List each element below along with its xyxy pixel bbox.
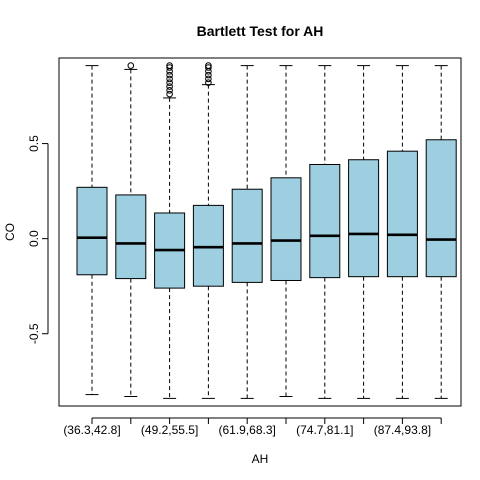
outlier-point bbox=[127, 62, 135, 69]
x-tick-label: (49.2,55.5] bbox=[141, 423, 198, 437]
plot-frame bbox=[58, 57, 462, 407]
outlier-point bbox=[205, 71, 212, 79]
chart-title: Bartlett Test for AH bbox=[197, 23, 324, 39]
outlier-point bbox=[166, 64, 173, 71]
outlier-point bbox=[166, 90, 173, 98]
box-iqr bbox=[192, 204, 224, 287]
box-1 bbox=[76, 65, 108, 396]
y-axis: -0.5 0.0 0.5 bbox=[27, 135, 49, 344]
outlier-point bbox=[166, 87, 173, 94]
box-7 bbox=[309, 65, 341, 399]
box-6 bbox=[270, 65, 302, 397]
box-9 bbox=[386, 65, 418, 399]
outlier-point bbox=[166, 79, 173, 87]
x-axis-label: AH bbox=[252, 452, 269, 466]
box-iqr bbox=[348, 159, 380, 278]
y-tick-label: 0.5 bbox=[27, 135, 41, 152]
box-iqr bbox=[386, 150, 418, 278]
x-tick-label: (36.3,42.8] bbox=[63, 423, 120, 437]
x-tick-label: (87.4,93.8] bbox=[374, 423, 431, 437]
box-iqr bbox=[425, 139, 457, 278]
box-iqr bbox=[231, 188, 263, 283]
box-3 bbox=[154, 62, 186, 399]
y-tick-label: 0.0 bbox=[27, 230, 41, 247]
outlier-point bbox=[166, 83, 173, 90]
outlier-point bbox=[166, 71, 173, 79]
box-iqr bbox=[270, 177, 302, 281]
outlier-point bbox=[205, 79, 212, 87]
outlier-point bbox=[205, 62, 212, 69]
box-iqr bbox=[309, 163, 341, 279]
outlier-point bbox=[166, 75, 173, 83]
box-5 bbox=[231, 65, 263, 399]
y-tick-label: -0.5 bbox=[27, 323, 41, 344]
box-10 bbox=[425, 65, 457, 399]
outlier-point bbox=[205, 64, 212, 71]
y-axis-label: CO bbox=[3, 223, 17, 241]
x-tick-label: (74.7,81.1] bbox=[296, 423, 353, 437]
outlier-point bbox=[166, 62, 173, 69]
box-iqr bbox=[115, 194, 147, 280]
box-iqr bbox=[76, 186, 108, 276]
box-8 bbox=[348, 65, 380, 399]
plot-area bbox=[76, 62, 457, 399]
box-4 bbox=[192, 62, 224, 399]
x-tick-label: (61.9,68.3] bbox=[219, 423, 276, 437]
outlier-point bbox=[205, 75, 212, 83]
x-axis: (36.3,42.8] (49.2,55.5] (61.9,68.3] (74.7,8… bbox=[63, 417, 442, 437]
box-2 bbox=[115, 62, 147, 397]
